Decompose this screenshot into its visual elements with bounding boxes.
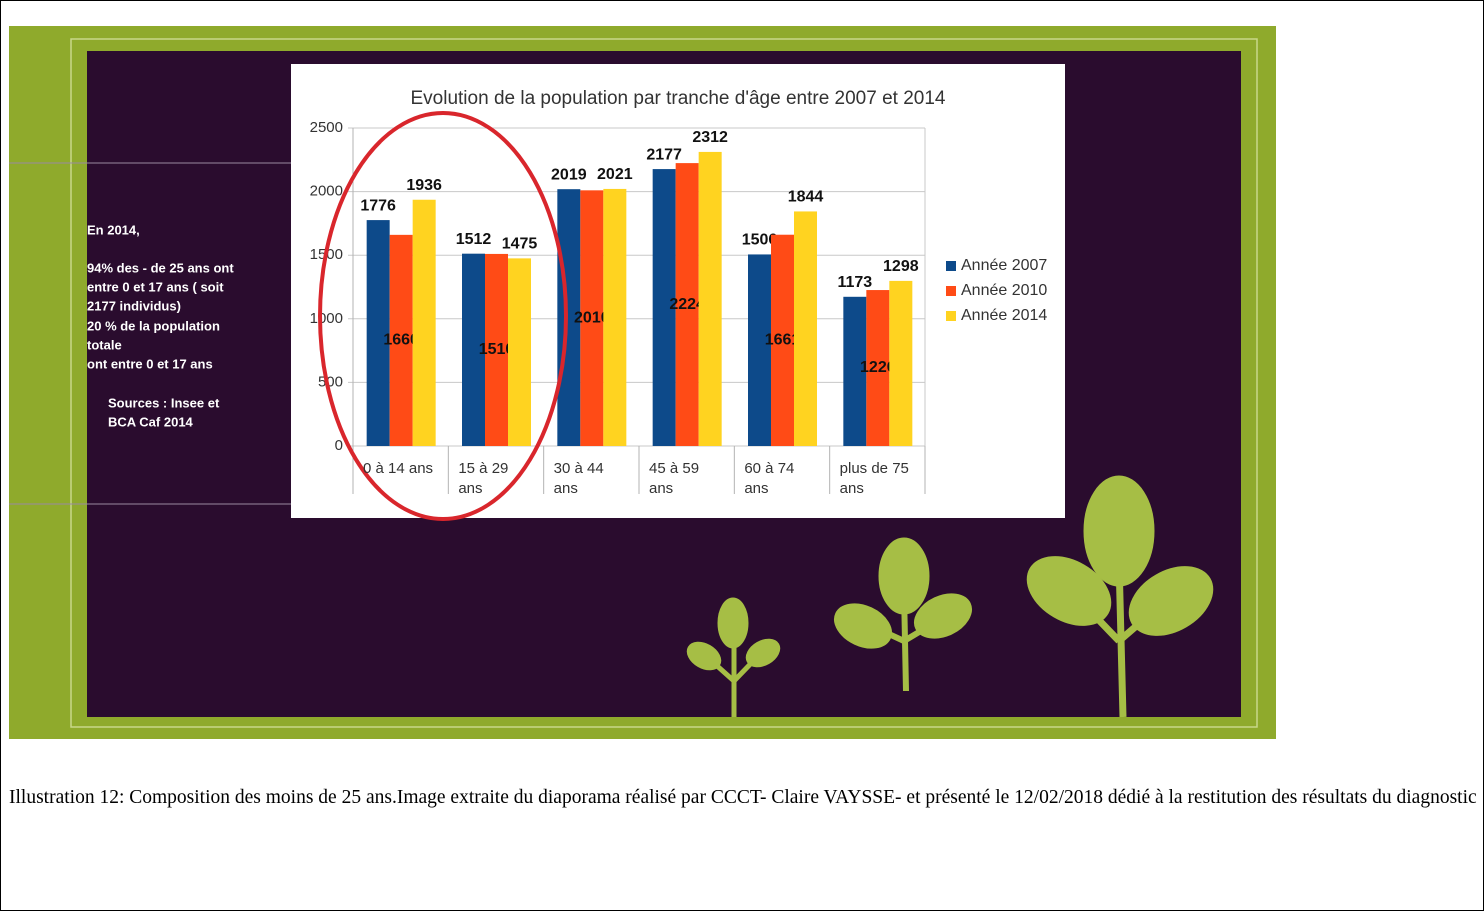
bar [889, 280, 913, 446]
data-label: 1173 [837, 274, 872, 291]
bar [771, 234, 794, 446]
slide-frame [70, 38, 1258, 728]
data-label: 2312 [692, 129, 728, 146]
data-label: 1475 [502, 236, 538, 253]
legend-swatch [946, 286, 956, 296]
slide-text: En 2014, [87, 222, 140, 237]
data-label: 1512 [456, 231, 492, 248]
slide-text: entre 0 et 17 ans ( soit [87, 279, 224, 294]
y-tick-label: 500 [318, 373, 343, 390]
y-tick-label: 2000 [310, 183, 343, 200]
data-label: 2019 [551, 166, 587, 183]
bar [389, 234, 413, 446]
data-label: 1936 [406, 177, 442, 194]
bar [794, 211, 817, 446]
bar [412, 199, 436, 446]
x-tick-label: 45 à 59 ans [649, 460, 700, 497]
data-label: 1844 [788, 189, 824, 206]
data-label: 2224 [669, 296, 705, 313]
bar [557, 189, 581, 446]
slide-text: ont entre 0 et 17 ans [87, 356, 213, 371]
slide-text: totale [87, 337, 122, 352]
slide-text: 94% des - de 25 ans ont [87, 260, 234, 275]
x-tick-label: 30 à 44 ans [553, 460, 604, 497]
data-label: 1226 [860, 359, 896, 376]
data-label: 1776 [360, 197, 396, 214]
chart-title: Evolution de la population par tranche d… [411, 88, 946, 109]
bar [748, 254, 771, 446]
slide: Evolution de la population par tranche d… [9, 26, 1276, 739]
bar [843, 296, 867, 446]
x-tick-label: 60 à 74 ans [744, 460, 795, 497]
bar [462, 253, 485, 446]
x-tick-label: 15 à 29 ans [458, 460, 509, 497]
data-label: 2010 [574, 309, 610, 326]
bar [508, 258, 531, 446]
x-tick-label: 0 à 14 ans [363, 460, 434, 477]
data-label: 1661 [765, 332, 801, 349]
y-tick-label: 2500 [310, 119, 343, 136]
bar [366, 220, 390, 446]
y-tick-label: 1000 [310, 310, 343, 327]
bar [675, 163, 699, 447]
bar [603, 188, 627, 446]
slide-text: BCA Caf 2014 [108, 414, 194, 429]
highlight-circle [318, 111, 568, 521]
bar [866, 290, 890, 446]
caption: Illustration 12: Composition des moins d… [9, 787, 1477, 808]
data-label: 2021 [597, 166, 633, 183]
legend-label: Année 2014 [961, 307, 1047, 324]
data-label: 1660 [383, 332, 419, 349]
x-tick-label: plus de 75 ans [839, 460, 909, 497]
slide-text: 2177 individus) [87, 298, 181, 313]
bar [485, 253, 508, 446]
data-label: 1298 [883, 258, 919, 275]
bar [698, 151, 722, 446]
legend-label: Année 2007 [961, 257, 1047, 274]
slide-text: 20 % de la population [87, 318, 220, 333]
data-label: 2177 [646, 146, 682, 163]
legend-label: Année 2010 [961, 282, 1047, 299]
legend-swatch [946, 311, 956, 321]
y-tick-label: 0 [335, 437, 343, 454]
slide-text: Sources : Insee et [108, 395, 220, 410]
data-label: 1506 [742, 232, 778, 249]
bar [652, 169, 676, 446]
legend-swatch [946, 261, 956, 271]
data-label: 1510 [479, 341, 515, 358]
bar [580, 190, 604, 446]
plants [686, 475, 1214, 718]
